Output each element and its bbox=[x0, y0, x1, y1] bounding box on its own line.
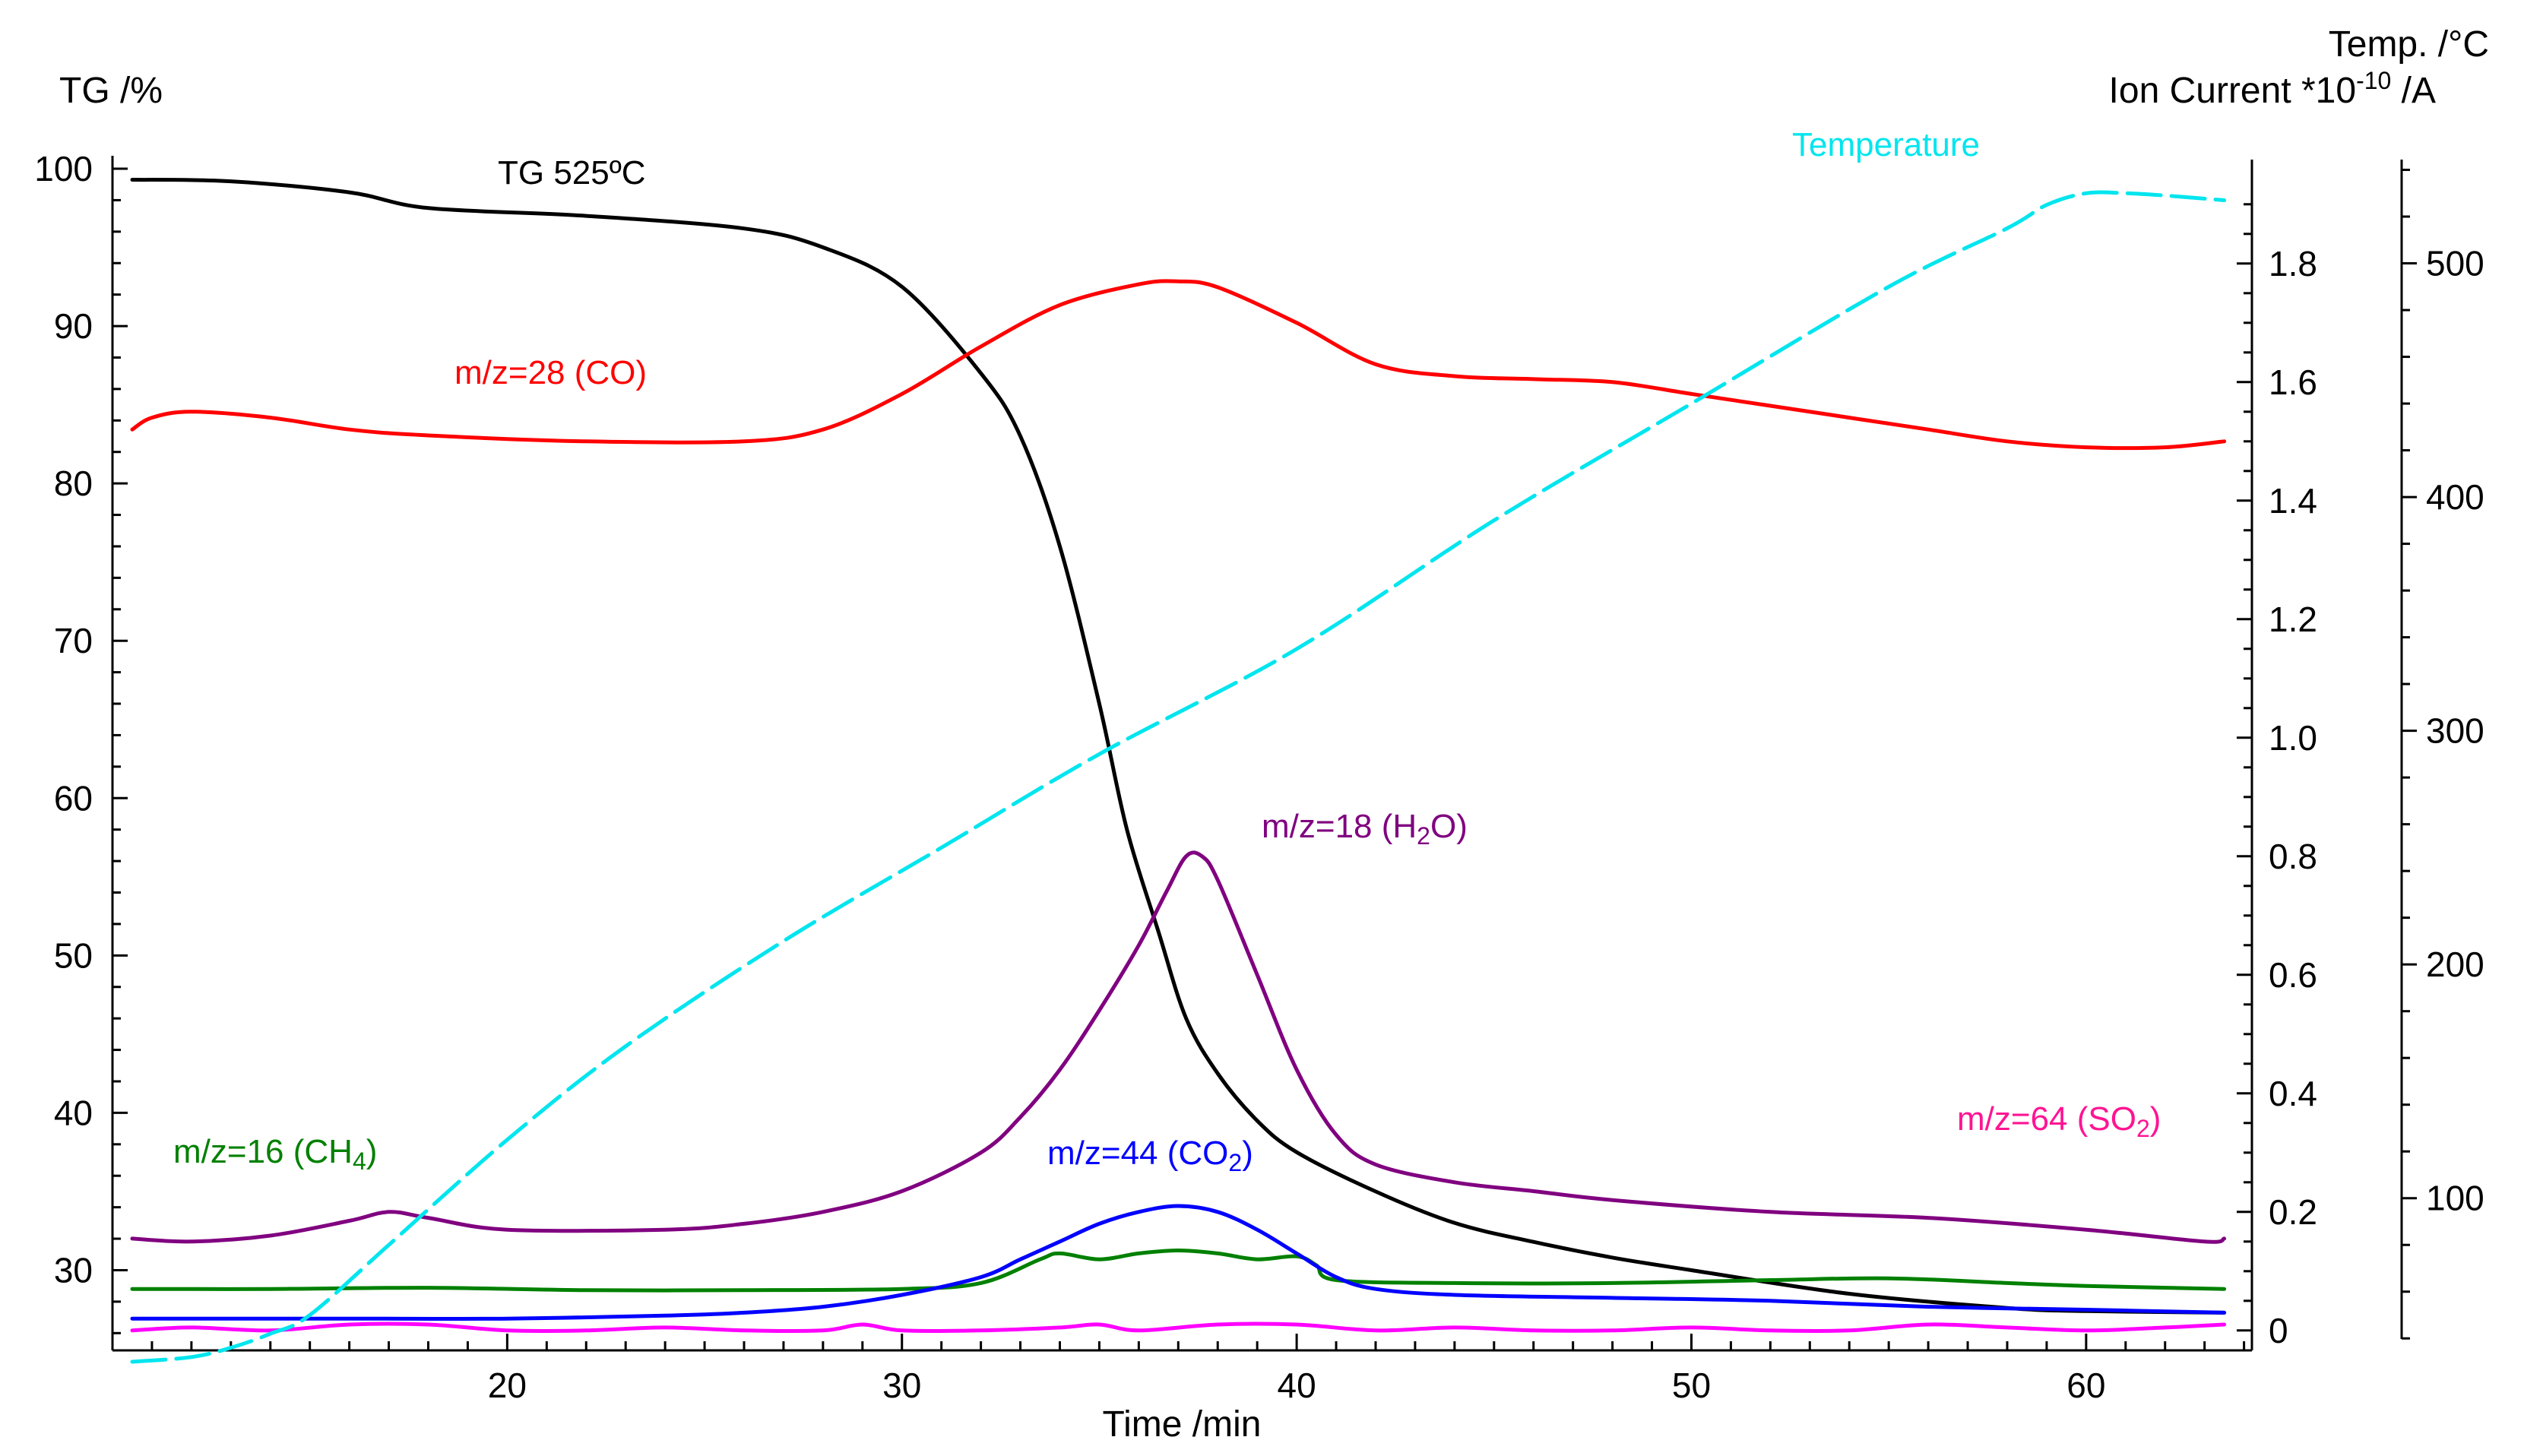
so2-label-tail: ) bbox=[2150, 1100, 2161, 1138]
h2o-label-tail: O) bbox=[1430, 808, 1468, 845]
ch4-label-part: m/z=16 (CH bbox=[173, 1133, 353, 1170]
ion-axis-title-part: Ion Current *10 bbox=[2109, 71, 2357, 111]
ion-tick-label: 1.0 bbox=[2269, 718, 2317, 758]
h2o-series-label: m/z=18 (H2O) bbox=[1262, 808, 1468, 850]
left-tick-label: 40 bbox=[54, 1093, 93, 1132]
ion-tick-label: 1.4 bbox=[2269, 481, 2317, 521]
series-line-m-z-44-co bbox=[130, 1204, 2227, 1321]
co-series-label: m/z=28 (CO) bbox=[454, 354, 647, 391]
temperature-series-label: Temperature bbox=[1792, 126, 1980, 163]
x-axis-title: Time /min bbox=[1103, 1404, 1262, 1445]
left-tick-label: 60 bbox=[54, 778, 93, 818]
ion-axis-title: Ion Current *10-10 /A bbox=[2109, 67, 2436, 111]
ion-axis-title-exponent: -10 bbox=[2356, 67, 2391, 94]
left-tick-label: 80 bbox=[54, 464, 93, 503]
x-tick-label: 60 bbox=[2066, 1366, 2105, 1405]
left-tick-label: 100 bbox=[34, 149, 93, 188]
so2-series-label: m/z=64 (SO2) bbox=[1957, 1100, 2161, 1142]
x-tick-label: 30 bbox=[882, 1366, 921, 1405]
h2o-label-part: m/z=18 (H bbox=[1262, 808, 1417, 845]
co2-label-subscript: 2 bbox=[1228, 1149, 1242, 1176]
ch4-label-subscript: 4 bbox=[353, 1147, 366, 1175]
temp-tick-label: 300 bbox=[2426, 711, 2484, 751]
ch4-label-tail: ) bbox=[366, 1133, 378, 1170]
left-tick-label: 70 bbox=[54, 621, 93, 660]
series-line-m-z-64-so bbox=[130, 1321, 2227, 1334]
series-line-tg-525-c bbox=[130, 178, 2227, 1315]
left-tick-label: 90 bbox=[54, 306, 93, 346]
series-line-m-z-28-co bbox=[130, 279, 2227, 451]
co2-label-part: m/z=44 (CO bbox=[1047, 1135, 1228, 1172]
ion-tick-label: 0.6 bbox=[2269, 955, 2317, 995]
temp-tick-label: 500 bbox=[2426, 244, 2484, 283]
ion-tick-label: 0 bbox=[2269, 1311, 2288, 1350]
x-tick-label: 20 bbox=[488, 1366, 527, 1405]
so2-label-subscript: 2 bbox=[2136, 1115, 2150, 1142]
ion-tick-label: 0.2 bbox=[2269, 1192, 2317, 1232]
h2o-label-subscript: 2 bbox=[1417, 822, 1430, 850]
series-group bbox=[130, 178, 2227, 1364]
ch4-series-label: m/z=16 (CH4) bbox=[173, 1133, 377, 1175]
tg-series-label: TG 525ºC bbox=[498, 154, 646, 191]
co2-label-tail: ) bbox=[1242, 1135, 1253, 1172]
ion-tick-label: 0.4 bbox=[2269, 1074, 2317, 1113]
x-tick-label: 50 bbox=[1672, 1366, 1711, 1405]
temp-axis-title: Temp. /°C bbox=[2329, 24, 2489, 65]
temp-tick-label: 100 bbox=[2426, 1179, 2484, 1218]
left-tick-label: 50 bbox=[54, 935, 93, 975]
so2-label-part: m/z=64 (SO bbox=[1957, 1100, 2136, 1138]
co2-series-label: m/z=44 (CO2) bbox=[1047, 1135, 1253, 1176]
ion-axis-title-unit: /A bbox=[2391, 71, 2436, 111]
ion-tick-label: 1.8 bbox=[2269, 244, 2317, 283]
ion-tick-label: 1.6 bbox=[2269, 362, 2317, 402]
temp-tick-label: 400 bbox=[2426, 477, 2484, 517]
series-line-m-z-16-ch bbox=[130, 1249, 2227, 1293]
temp-tick-label: 200 bbox=[2426, 945, 2484, 984]
left-axis-title: TG /% bbox=[59, 71, 163, 111]
ion-tick-label: 0.8 bbox=[2269, 837, 2317, 876]
x-tick-label: 40 bbox=[1278, 1366, 1316, 1405]
series-line-m-z-18-h-o bbox=[130, 850, 2227, 1244]
series-line-temperature bbox=[130, 190, 2227, 1364]
ion-tick-label: 1.2 bbox=[2269, 600, 2317, 639]
axis-ticks: 20 30 40 50 60 30 40 50 60 70 80 90 100 0 0.2 0.4 0.6 0.8… bbox=[34, 149, 2484, 1405]
left-tick-label: 30 bbox=[54, 1250, 93, 1290]
